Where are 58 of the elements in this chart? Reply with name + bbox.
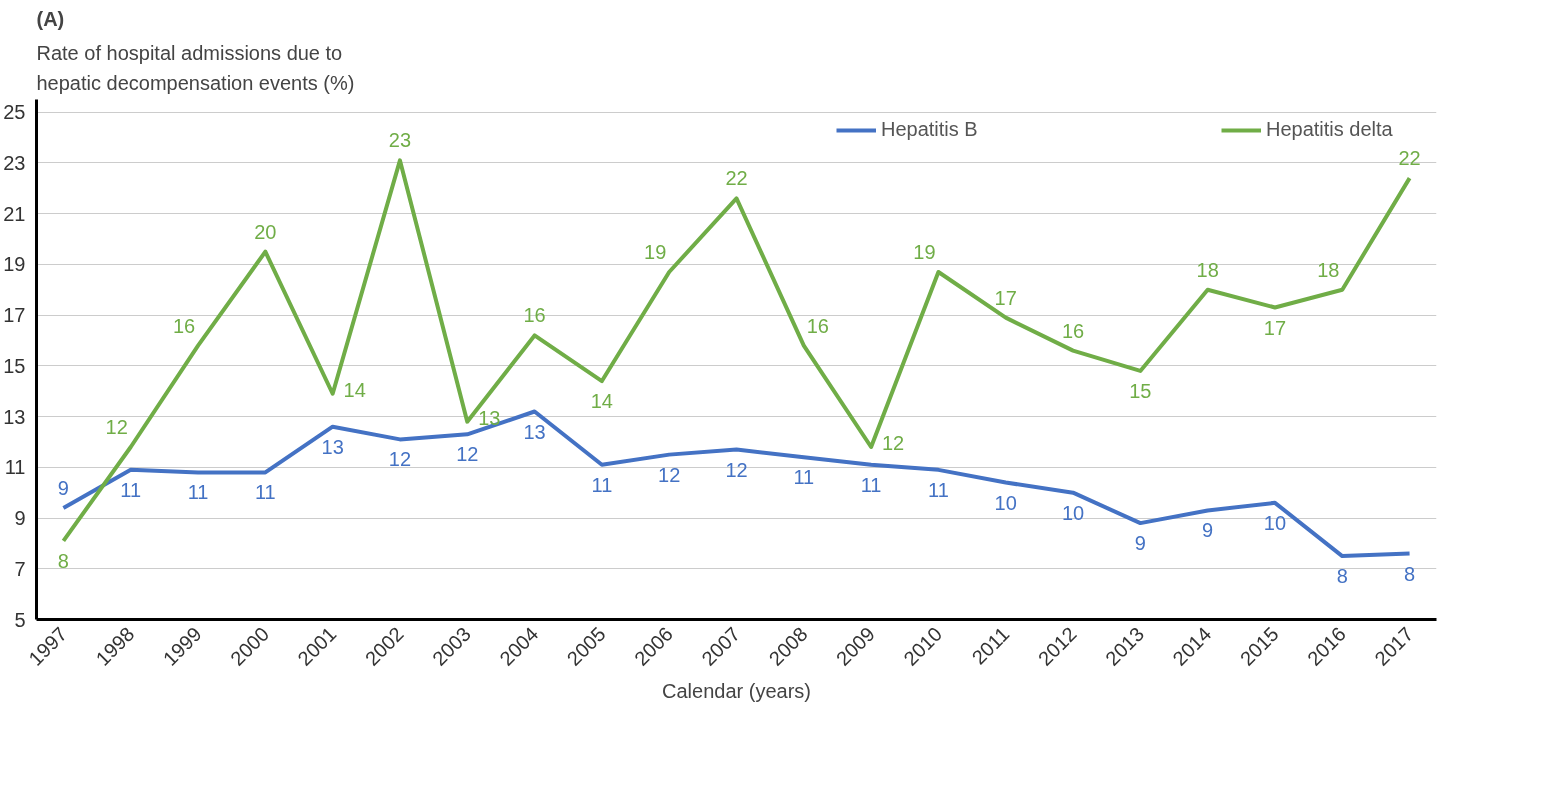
y-axis-title: Rate of hospital admissions due to hepatic decompensation events (%): [36, 41, 355, 95]
y-tick-label: 23: [3, 151, 26, 174]
data-label: 11: [928, 478, 949, 501]
data-label: 13: [321, 435, 344, 458]
data-label: 11: [254, 481, 276, 504]
data-label: 18: [1196, 258, 1219, 281]
data-label: 12: [105, 416, 128, 439]
data-label: 19: [644, 240, 667, 263]
data-label: 8: [1336, 565, 1348, 588]
data-label: 12: [388, 448, 412, 471]
data-label: 16: [523, 304, 546, 327]
data-label: 19: [913, 240, 936, 263]
data-label: 14: [590, 390, 614, 413]
data-label: 12: [881, 432, 905, 455]
legend-label: Hepatitis delta: [1266, 118, 1394, 141]
data-label: 15: [1129, 379, 1152, 402]
data-label: 14: [343, 378, 366, 401]
data-label: 11: [793, 466, 815, 489]
y-tick-label: 15: [3, 354, 26, 377]
data-label: 20: [254, 220, 277, 243]
data-label: 10: [1263, 511, 1287, 534]
data-label: 12: [725, 458, 748, 481]
chart-title: (A): [36, 7, 65, 30]
y-tick-label: 5: [14, 608, 26, 631]
data-label: 23: [388, 129, 412, 152]
data-label: 13: [478, 406, 501, 429]
data-label: 22: [1398, 147, 1421, 170]
data-label: 12: [456, 443, 479, 466]
y-tick-label: 17: [3, 304, 26, 327]
data-label: 9: [57, 476, 69, 499]
data-label: 13: [523, 420, 546, 443]
data-label: 16: [172, 314, 196, 337]
data-label: 18: [1317, 258, 1340, 281]
y-tick-label: 9: [14, 507, 26, 530]
y-tick-label: 19: [3, 253, 26, 276]
data-label: 16: [806, 314, 829, 337]
y-tick-label: 7: [14, 557, 26, 580]
y-tick-label: 13: [3, 405, 26, 428]
data-label: 11: [187, 481, 209, 504]
data-label: 12: [658, 463, 681, 486]
data-label: 17: [994, 286, 1017, 309]
data-label: 9: [1202, 519, 1214, 542]
data-label: 16: [1061, 319, 1085, 342]
x-axis-title: Calendar (years): [662, 679, 811, 702]
data-label: 8: [57, 549, 69, 572]
data-label: 8: [1404, 562, 1416, 585]
data-label: 11: [120, 478, 142, 501]
data-label: 9: [1134, 532, 1146, 555]
data-label: 10: [1061, 501, 1085, 524]
data-label: 11: [860, 473, 882, 496]
data-label: 11: [591, 473, 613, 496]
data-label: 22: [725, 167, 748, 190]
data-label: 10: [994, 491, 1017, 514]
y-tick-label: 21: [3, 202, 26, 225]
data-label: 17: [1263, 316, 1287, 339]
y-tick-label: 25: [3, 101, 26, 124]
legend-label: Hepatitis B: [881, 118, 979, 141]
y-tick-label: 11: [4, 456, 26, 479]
